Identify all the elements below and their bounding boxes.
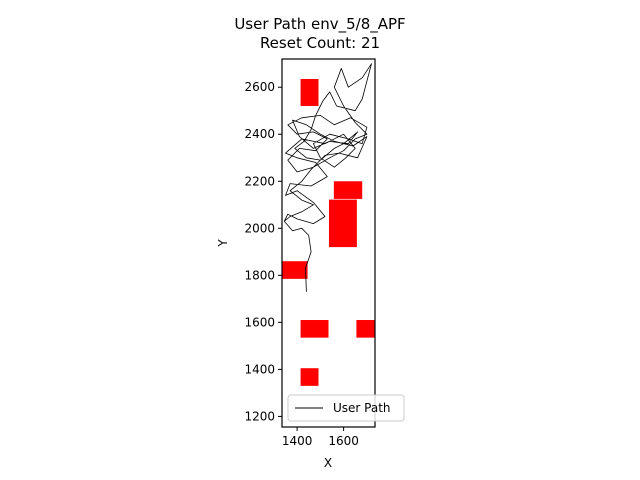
y-tick-label: 1600 bbox=[244, 315, 275, 329]
y-axis: 1200 1400 1600 1800 2000 2200 2400 2600 bbox=[244, 80, 282, 423]
y-tick-label: 2200 bbox=[244, 174, 275, 188]
obstacle-5 bbox=[300, 320, 329, 338]
obstacle-7 bbox=[300, 368, 319, 386]
obstacle-4 bbox=[282, 261, 308, 279]
x-tick-label: 1400 bbox=[282, 434, 313, 448]
y-axis-label: Y bbox=[216, 239, 230, 248]
legend-box bbox=[287, 394, 405, 422]
chart-title: User Path env_5/8_APF bbox=[234, 15, 405, 34]
y-tick-label: 2600 bbox=[244, 80, 275, 94]
series-line-user-path bbox=[283, 63, 372, 292]
legend: User Path bbox=[287, 394, 405, 422]
y-tick-label: 2000 bbox=[244, 221, 275, 235]
y-tick-label: 1800 bbox=[244, 268, 275, 282]
obstacle-3 bbox=[328, 199, 357, 248]
obstacle-2 bbox=[333, 181, 363, 199]
obstacle-6 bbox=[356, 320, 375, 338]
legend-label: User Path bbox=[333, 401, 391, 415]
obstacle-1 bbox=[300, 78, 319, 107]
plot-frame bbox=[281, 58, 376, 428]
x-axis: 1400 1600 bbox=[282, 427, 359, 448]
obstacles-layer bbox=[282, 78, 375, 386]
path-layer bbox=[283, 63, 372, 292]
x-axis-label: X bbox=[324, 456, 332, 470]
y-tick-label: 2400 bbox=[244, 127, 275, 141]
chart-subtitle: Reset Count: 21 bbox=[260, 34, 380, 52]
y-tick-label: 1200 bbox=[244, 409, 275, 423]
y-tick-label: 1400 bbox=[244, 362, 275, 376]
x-tick-label: 1600 bbox=[328, 434, 359, 448]
